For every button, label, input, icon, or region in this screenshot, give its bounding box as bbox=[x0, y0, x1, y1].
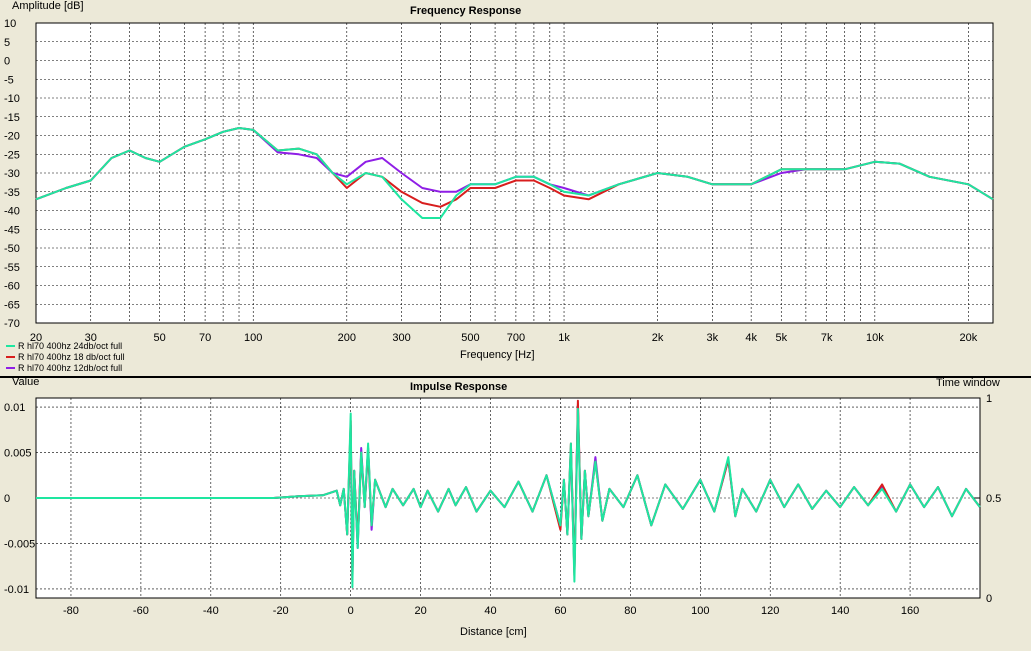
time-window-tick-label: 0 bbox=[986, 593, 992, 605]
legend-item-1: R hl70 400hz 24db/oct full bbox=[6, 341, 122, 351]
freq-y-tick-label: -10 bbox=[4, 93, 20, 105]
impulse-x-tick-label: -20 bbox=[273, 605, 289, 617]
legend-label-3: R hl70 400hz 12db/oct full bbox=[18, 363, 123, 373]
freq-x-tick-label: 100 bbox=[244, 332, 262, 344]
impulse-y-tick-label: 0.005 bbox=[4, 448, 32, 460]
freq-x-tick-label: 4k bbox=[745, 332, 757, 344]
freq-y-tick-label: -55 bbox=[4, 262, 20, 274]
impulse-series-line-1 bbox=[36, 407, 981, 589]
impulse-response-chart: -80 -60 -40 -20 0 20 40 60 80 100 120 140 1600.010.0… bbox=[4, 393, 1001, 617]
impulse-x-tick-label: 80 bbox=[624, 605, 636, 617]
impulse-y-tick-label: -0.005 bbox=[4, 538, 35, 550]
freq-x-tick-label: 7k bbox=[821, 332, 833, 344]
freq-y-tick-label: -5 bbox=[4, 74, 14, 86]
freq-x-tick-label: 70 bbox=[199, 332, 211, 344]
legend-swatch-1 bbox=[6, 345, 15, 347]
freq-y-tick-label: -25 bbox=[4, 149, 20, 161]
legend-swatch-3 bbox=[6, 367, 15, 369]
freq-xlabel: Frequency [Hz] bbox=[460, 349, 535, 361]
impulse-x-tick-label: 160 bbox=[901, 605, 919, 617]
freq-x-tick-label: 1k bbox=[558, 332, 570, 344]
freq-y-tick-label: -65 bbox=[4, 299, 20, 311]
freq-ylabel: Amplitude [dB] bbox=[12, 0, 84, 12]
legend-item-3: R hl70 400hz 12db/oct full bbox=[6, 363, 122, 373]
impulse-x-tick-label: 140 bbox=[831, 605, 849, 617]
frequency-response-chart: 1050-5-10-15-20-25-30-35-40-45-50-55-60-… bbox=[4, 18, 994, 344]
freq-x-tick-label: 500 bbox=[461, 332, 479, 344]
impulse-xlabel: Distance [cm] bbox=[460, 626, 527, 638]
freq-x-tick-label: 300 bbox=[392, 332, 410, 344]
legend-label-1: R hl70 400hz 24db/oct full bbox=[18, 341, 123, 351]
legend-label-2: R hl70 400hz 18 db/oct full bbox=[18, 352, 125, 362]
freq-y-tick-label: -60 bbox=[4, 281, 20, 293]
freq-x-tick-label: 20 bbox=[30, 332, 42, 344]
impulse-x-tick-label: 100 bbox=[691, 605, 709, 617]
impulse-x-tick-label: 0 bbox=[348, 605, 354, 617]
freq-x-tick-label: 10k bbox=[866, 332, 884, 344]
impulse-x-tick-label: 120 bbox=[761, 605, 779, 617]
freq-x-tick-label: 200 bbox=[338, 332, 356, 344]
impulse-title: Impulse Response bbox=[410, 381, 508, 393]
impulse-x-tick-label: -40 bbox=[203, 605, 219, 617]
freq-y-tick-label: 0 bbox=[4, 56, 10, 68]
impulse-ylabel: Value bbox=[12, 376, 40, 388]
freq-y-tick-label: -30 bbox=[4, 168, 20, 180]
impulse-y-tick-label: 0 bbox=[4, 493, 10, 505]
freq-x-tick-label: 2k bbox=[652, 332, 664, 344]
impulse-x-tick-label: -80 bbox=[63, 605, 79, 617]
freq-x-tick-label: 3k bbox=[707, 332, 719, 344]
freq-x-tick-label: 20k bbox=[960, 332, 978, 344]
freq-y-tick-label: 5 bbox=[4, 37, 10, 49]
freq-y-tick-label: -35 bbox=[4, 187, 20, 199]
freq-y-tick-label: -70 bbox=[4, 318, 20, 330]
impulse-x-tick-label: 40 bbox=[484, 605, 496, 617]
freq-x-tick-label: 700 bbox=[507, 332, 525, 344]
legend-item-2: R hl70 400hz 18 db/oct full bbox=[6, 352, 125, 362]
impulse-y-tick-label: -0.01 bbox=[4, 584, 29, 596]
freq-title: Frequency Response bbox=[410, 5, 522, 17]
freq-y-tick-label: -15 bbox=[4, 112, 20, 124]
legend-swatch-2 bbox=[6, 356, 15, 358]
freq-series-line-1 bbox=[35, 127, 994, 219]
freq-x-tick-label: 50 bbox=[154, 332, 166, 344]
time-window-tick-label: 0.5 bbox=[986, 493, 1001, 505]
time-window-label: Time window bbox=[936, 377, 1000, 389]
freq-y-tick-label: -20 bbox=[4, 131, 20, 143]
freq-y-tick-label: -40 bbox=[4, 206, 20, 218]
impulse-y-tick-label: 0.01 bbox=[4, 402, 25, 414]
time-window-tick-label: 1 bbox=[986, 393, 992, 405]
freq-y-tick-label: -45 bbox=[4, 224, 20, 236]
panel-divider bbox=[0, 376, 1031, 378]
impulse-x-tick-label: -60 bbox=[133, 605, 149, 617]
impulse-x-tick-label: 20 bbox=[414, 605, 426, 617]
freq-y-tick-label: -50 bbox=[4, 243, 20, 255]
impulse-x-tick-label: 60 bbox=[554, 605, 566, 617]
freq-x-tick-label: 30 bbox=[85, 332, 97, 344]
freq-y-tick-label: 10 bbox=[4, 18, 16, 30]
freq-x-tick-label: 5k bbox=[775, 332, 787, 344]
